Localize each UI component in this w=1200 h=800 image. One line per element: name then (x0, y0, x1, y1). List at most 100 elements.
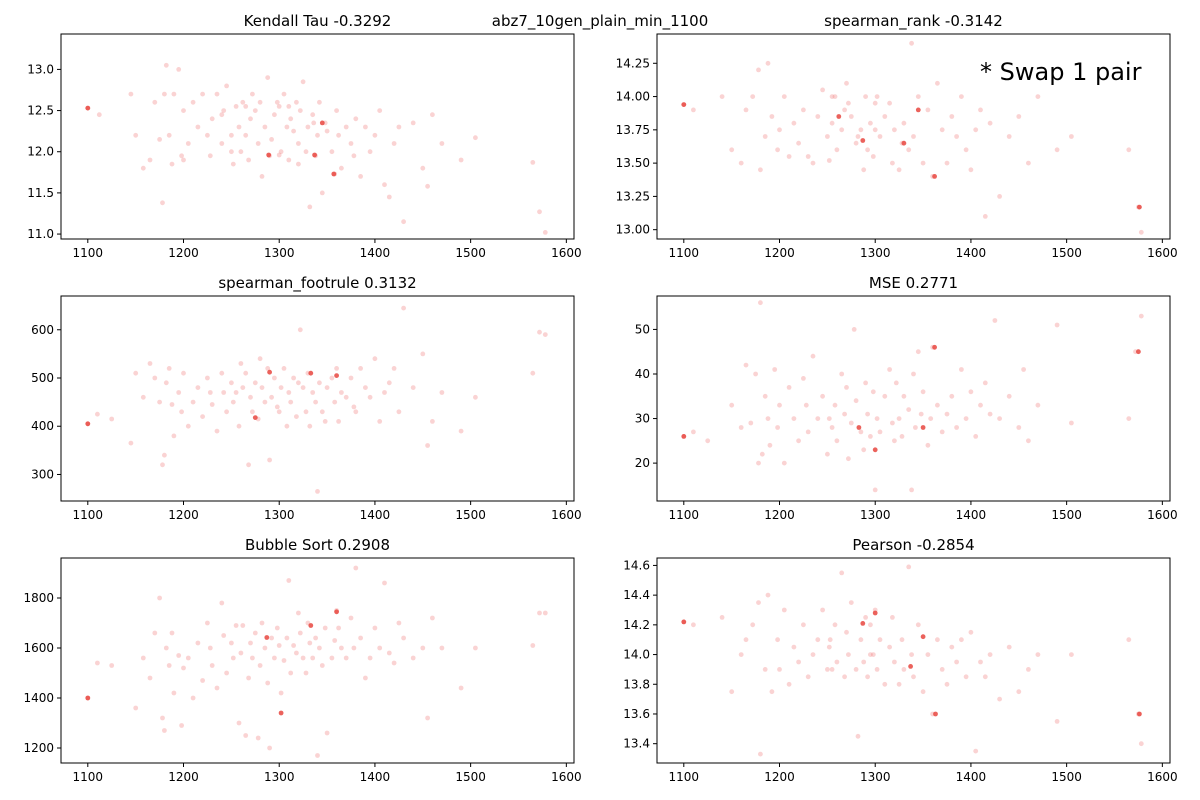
data-point (243, 733, 249, 738)
data-point (842, 674, 847, 680)
data-point (278, 690, 284, 696)
data-point (865, 674, 870, 680)
data-point (214, 685, 220, 691)
scatter-points (681, 564, 1144, 757)
data-point (367, 394, 373, 400)
data-point (1069, 652, 1074, 657)
data-point (874, 416, 880, 421)
data-point (221, 633, 227, 638)
data-point (311, 120, 317, 126)
data-point (820, 607, 825, 613)
data-point (95, 411, 100, 417)
y-tick-label: 13.0 (27, 62, 54, 76)
data-point (997, 696, 1002, 702)
data-point (252, 380, 258, 386)
data-point (865, 411, 870, 417)
data-point (473, 645, 478, 651)
data-point (846, 456, 851, 462)
data-point (230, 655, 236, 661)
y-tick-label: 13.25 (616, 189, 650, 203)
data-point (805, 429, 811, 435)
data-point (272, 112, 277, 118)
x-tick-label: 1600 (1147, 508, 1178, 522)
data-point (756, 600, 761, 605)
x-tick-label: 1400 (360, 508, 391, 522)
highlight-point (681, 102, 687, 107)
data-point (777, 667, 782, 672)
data-point (276, 643, 282, 648)
data-point (348, 375, 354, 381)
data-point (294, 99, 299, 105)
data-point (911, 134, 916, 139)
x-tick-label: 1400 (956, 508, 987, 522)
data-point (367, 655, 373, 661)
y-tick-label: 13.4 (623, 737, 650, 751)
data-point (140, 394, 146, 400)
data-point (205, 132, 210, 138)
data-point (887, 367, 892, 372)
data-point (281, 366, 287, 371)
data-point (458, 685, 464, 691)
data-point (756, 460, 761, 466)
data-point (870, 154, 876, 159)
data-point (229, 132, 234, 138)
data-point (978, 402, 983, 408)
scatter-points (681, 40, 1144, 235)
data-point (163, 645, 169, 651)
data-point (324, 128, 330, 134)
data-point (963, 416, 969, 421)
highlight-point (264, 635, 270, 640)
data-point (195, 385, 201, 390)
data-point (848, 420, 854, 426)
data-point (1006, 393, 1012, 399)
data-point (425, 443, 430, 448)
data-point (899, 637, 905, 643)
data-point (372, 625, 378, 631)
data-point (829, 425, 835, 430)
data-point (949, 644, 955, 650)
plot-frame (60, 295, 575, 502)
data-point (882, 114, 888, 119)
x-tick-label: 1400 (360, 246, 391, 260)
data-point (300, 385, 306, 390)
data-point (769, 689, 775, 695)
data-point (262, 124, 268, 130)
highlight-point (920, 634, 926, 640)
data-point (954, 659, 959, 665)
data-point (334, 108, 339, 113)
data-point (868, 652, 873, 657)
y-tick-label: 13.75 (616, 123, 650, 137)
data-point (169, 630, 175, 636)
data-point (786, 681, 792, 687)
data-point (973, 748, 979, 754)
data-point (870, 652, 876, 657)
data-point (243, 370, 249, 376)
data-point (738, 160, 744, 166)
highlight-point (331, 171, 337, 177)
data-point (801, 107, 806, 113)
data-point (185, 423, 191, 429)
data-point (829, 120, 835, 126)
data-point (759, 451, 765, 457)
data-point (882, 681, 888, 687)
data-point (767, 442, 773, 448)
data-point (705, 438, 711, 444)
data-point (190, 99, 196, 105)
data-point (310, 655, 316, 661)
data-point (382, 390, 387, 395)
data-point (982, 380, 988, 386)
data-point (758, 300, 763, 306)
data-point (209, 663, 215, 668)
data-point (901, 120, 907, 126)
data-point (890, 615, 895, 620)
data-point (805, 154, 811, 159)
data-point (176, 653, 182, 658)
data-point (353, 409, 359, 415)
data-point (243, 104, 249, 109)
data-point (181, 370, 186, 376)
data-point (820, 393, 825, 399)
data-point (339, 390, 344, 395)
data-point (801, 622, 806, 628)
data-point (913, 425, 918, 430)
